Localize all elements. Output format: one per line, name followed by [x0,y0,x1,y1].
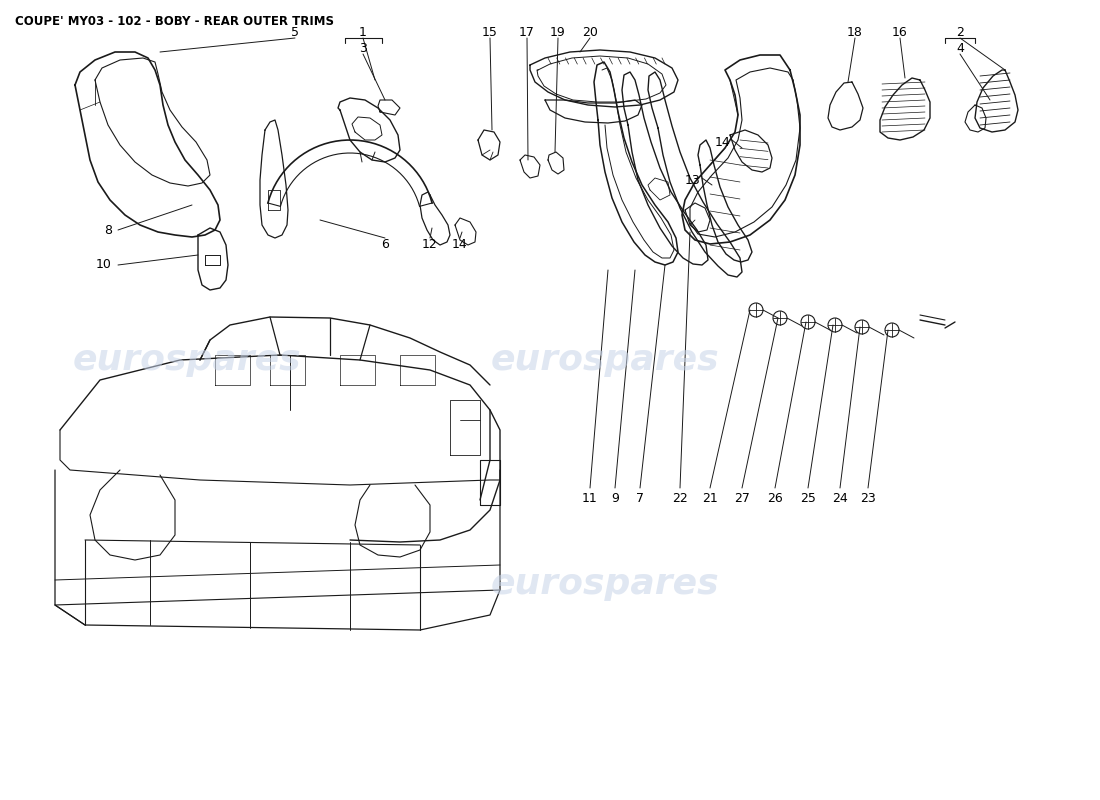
Text: eurospares: eurospares [491,567,719,601]
Text: 23: 23 [860,491,876,505]
Text: 9: 9 [612,491,619,505]
Text: 1: 1 [359,26,367,38]
Text: 24: 24 [832,491,848,505]
Text: 7: 7 [636,491,644,505]
Text: 25: 25 [800,491,816,505]
Text: 20: 20 [582,26,598,38]
Text: 21: 21 [702,491,718,505]
Text: 26: 26 [767,491,783,505]
Text: 13: 13 [684,174,700,186]
Text: 11: 11 [582,491,598,505]
Text: 15: 15 [482,26,498,38]
Text: 17: 17 [519,26,535,38]
Text: 14: 14 [714,135,730,149]
Text: 3: 3 [359,42,367,54]
Text: 5: 5 [292,26,299,38]
Text: 18: 18 [847,26,862,38]
Text: 27: 27 [734,491,750,505]
Text: 14: 14 [452,238,468,251]
Text: 4: 4 [956,42,964,54]
Text: 2: 2 [956,26,964,38]
Text: 10: 10 [96,258,112,271]
Text: 22: 22 [672,491,688,505]
Text: COUPE' MY03 - 102 - BOBY - REAR OUTER TRIMS: COUPE' MY03 - 102 - BOBY - REAR OUTER TR… [15,15,334,28]
Text: 8: 8 [104,223,112,237]
Text: eurospares: eurospares [491,343,719,377]
Text: 16: 16 [892,26,907,38]
Text: eurospares: eurospares [73,343,301,377]
Text: 6: 6 [381,238,389,251]
Text: 19: 19 [550,26,565,38]
Text: 12: 12 [422,238,438,251]
